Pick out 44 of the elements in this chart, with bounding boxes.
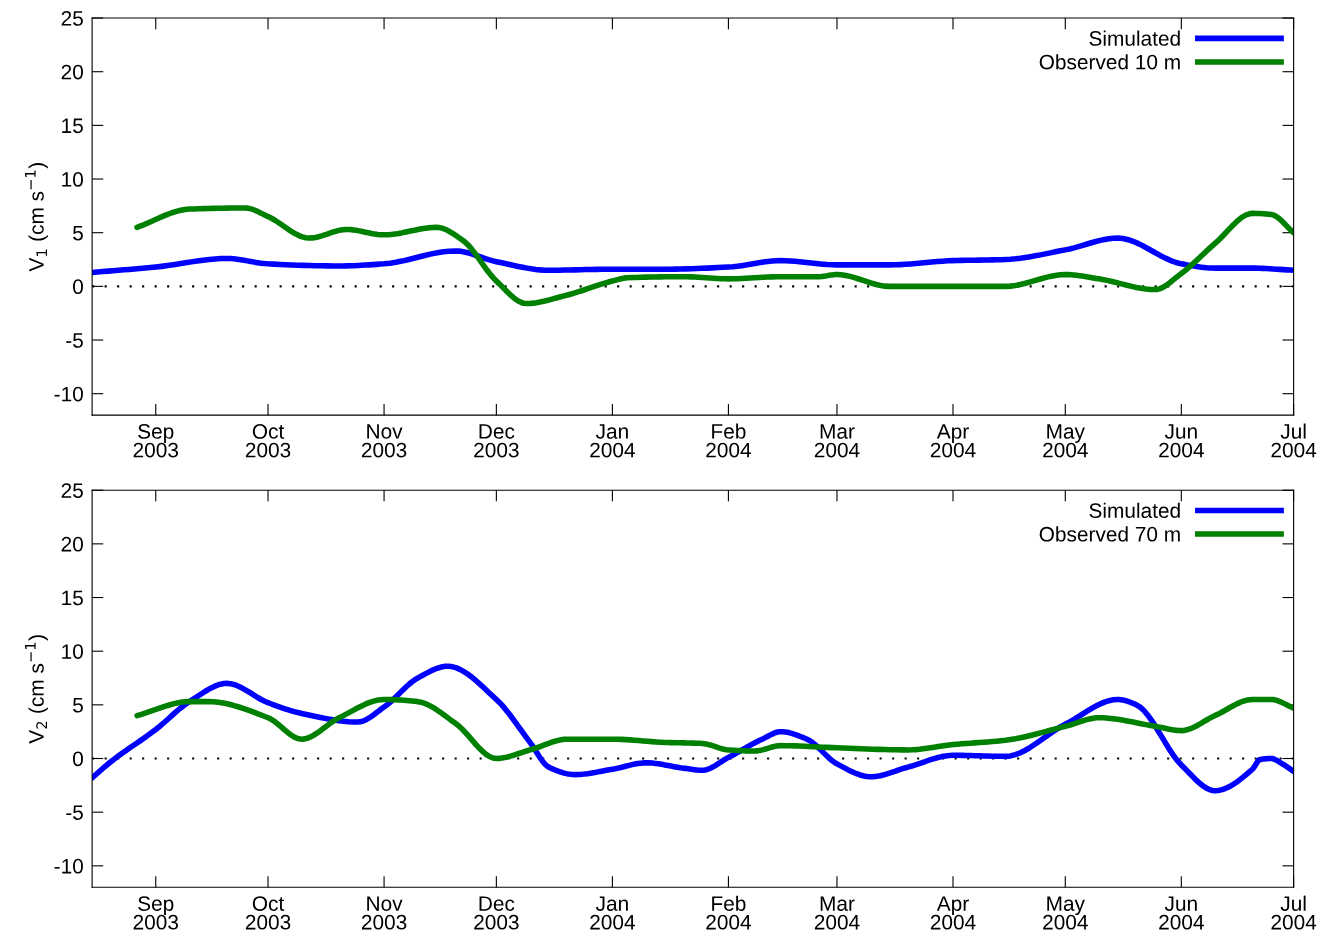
y-axis-title: V$_{1}$ (cm s$^{−1}$)	[24, 163, 48, 272]
x-tick-label: Dec 2003	[474, 896, 519, 930]
legend-label: Simulated	[1089, 30, 1180, 46]
y-tick-label: 5	[73, 225, 83, 241]
y-tick-label: 0	[73, 279, 83, 295]
y-tick-label: 15	[62, 590, 83, 606]
x-tick-label: Jun 2004	[1159, 896, 1204, 930]
x-tick-label: Dec 2003	[474, 424, 519, 458]
x-tick-label: Jan 2004	[590, 896, 635, 930]
x-tick-label: Mar 2004	[814, 896, 860, 930]
x-tick-label: Feb 2004	[706, 895, 751, 930]
x-tick-label: Oct 2003	[245, 424, 291, 458]
y-tick-label: 20	[61, 64, 83, 80]
x-tick-label: Sep 2003	[133, 424, 179, 458]
y-tick-label: 10	[62, 172, 83, 187]
x-tick-label: May 2004	[1043, 424, 1088, 458]
y-tick-label: -5	[66, 805, 83, 820]
x-tick-label: May 2004	[1043, 896, 1088, 930]
x-tick-label: Oct 2003	[245, 896, 291, 930]
x-tick-label: Apr 2004	[930, 896, 976, 930]
legend-label: Observed 70 m	[1039, 526, 1180, 542]
y-axis-title: V$_{2}$ (cm s$^{−1}$)	[24, 635, 48, 744]
y-tick-label: 20	[61, 536, 83, 552]
x-tick-label: Jul 2004	[1271, 895, 1317, 930]
y-tick-label: 0	[73, 751, 83, 767]
y-tick-label: 10	[62, 644, 83, 659]
x-tick-label: Apr 2004	[930, 424, 976, 458]
legend-label: Observed 10 m	[1039, 54, 1180, 70]
y-tick-label: -10	[54, 386, 83, 402]
x-tick-label: Jan 2004	[590, 424, 635, 458]
x-tick-label: Mar 2004	[814, 424, 860, 458]
x-tick-label: Nov 2003	[361, 424, 407, 458]
y-tick-label: 15	[62, 118, 83, 134]
legend-label: Simulated	[1089, 502, 1180, 518]
y-tick-label: 25	[61, 11, 83, 26]
x-tick-label: Sep 2003	[133, 896, 179, 930]
x-tick-label: Nov 2003	[361, 896, 407, 930]
y-tick-label: -5	[66, 333, 83, 348]
y-tick-label: 25	[61, 483, 83, 498]
x-tick-label: Jul 2004	[1271, 423, 1317, 458]
x-tick-label: Jun 2004	[1159, 424, 1204, 458]
y-tick-label: 5	[73, 698, 83, 713]
y-tick-label: -10	[54, 858, 83, 874]
x-tick-label: Feb 2004	[706, 423, 751, 458]
